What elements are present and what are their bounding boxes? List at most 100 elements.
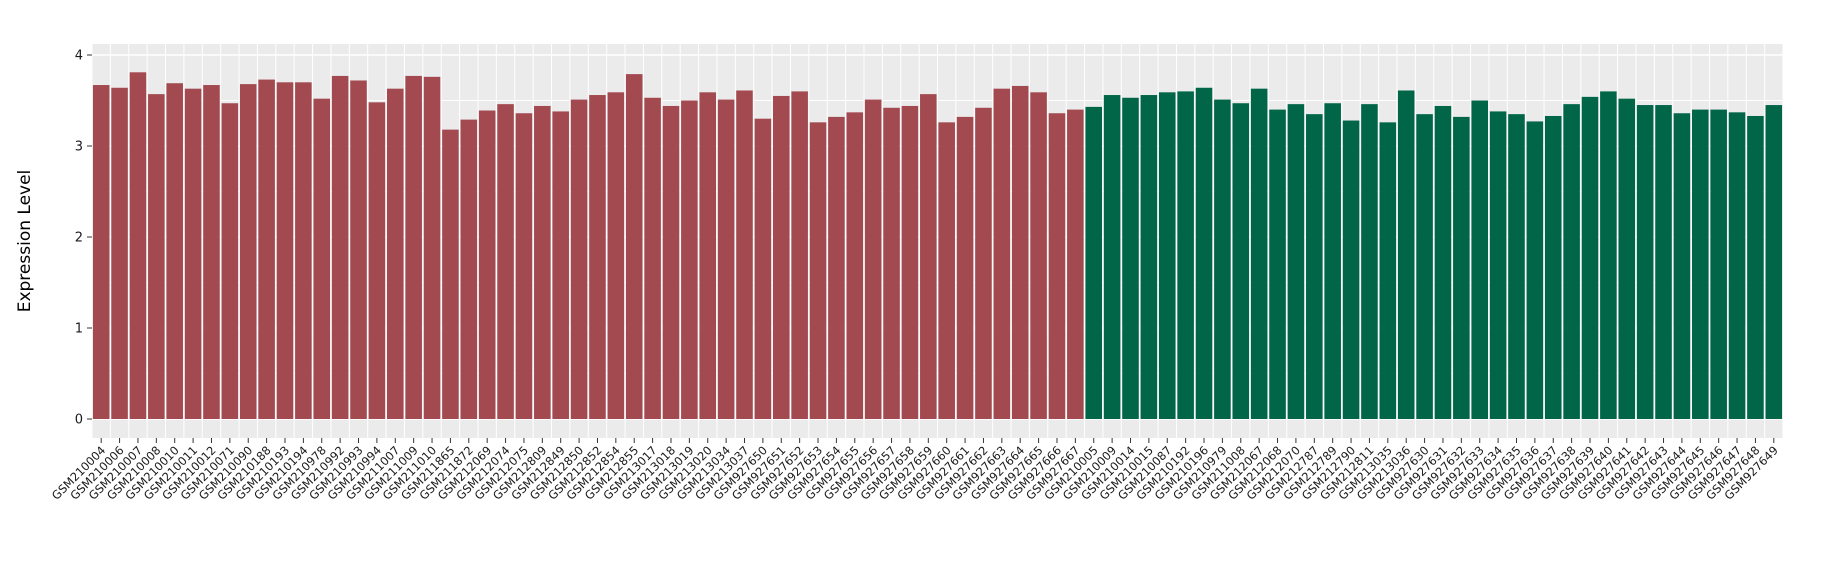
bar: [442, 129, 459, 419]
bar: [276, 82, 294, 420]
bar: [993, 88, 1011, 420]
bar: [607, 92, 625, 419]
bar: [589, 95, 606, 419]
bar: [773, 95, 790, 419]
bar: [1067, 109, 1084, 419]
bar: [1434, 105, 1452, 420]
bar: [1692, 109, 1709, 419]
bar: [828, 116, 845, 419]
bar: [1195, 87, 1213, 419]
bar: [1232, 103, 1250, 419]
bar: [1048, 113, 1066, 420]
bar: [552, 111, 569, 420]
bar: [258, 79, 275, 419]
bar: [864, 99, 882, 419]
bar: [405, 75, 422, 420]
bar: [901, 105, 919, 420]
bar: [148, 94, 165, 419]
bar: [1600, 91, 1617, 420]
bar: [1011, 85, 1029, 419]
bar: [1710, 109, 1727, 419]
bar: [129, 72, 147, 419]
bar: [1306, 114, 1323, 420]
bar: [681, 100, 698, 419]
bar: [736, 90, 753, 420]
bar: [1563, 104, 1580, 419]
bar: [295, 82, 312, 420]
bar: [1214, 99, 1231, 419]
bar: [166, 83, 183, 420]
bar: [662, 105, 680, 420]
bar: [111, 87, 128, 419]
bar: [1526, 121, 1544, 420]
bar: [1453, 116, 1470, 419]
bar: [1508, 114, 1525, 420]
bar: [423, 76, 441, 419]
bar: [1324, 103, 1341, 419]
bar: [184, 88, 202, 420]
bar: [92, 85, 110, 419]
bar: [1397, 90, 1415, 420]
bar: [239, 84, 257, 420]
bar: [515, 113, 533, 420]
bar: [956, 116, 974, 419]
bar: [570, 99, 588, 419]
bar: [1747, 115, 1764, 419]
bar: [1416, 114, 1433, 420]
bar: [1765, 105, 1783, 420]
bar: [644, 97, 661, 420]
bar: [754, 118, 772, 419]
bar: [625, 74, 643, 420]
bar: [368, 102, 386, 419]
bar: [1342, 120, 1360, 420]
bar: [920, 94, 937, 419]
bar: [1673, 113, 1691, 420]
bar: [1618, 98, 1636, 420]
bar: [938, 122, 955, 419]
bar: [717, 99, 735, 419]
bar: [1636, 105, 1654, 420]
bar: [1140, 95, 1158, 419]
bar: [1471, 100, 1488, 419]
bar: [975, 107, 992, 419]
bar: [1728, 112, 1746, 419]
bar: [1361, 104, 1378, 419]
bar: [460, 119, 478, 420]
bar: [1122, 97, 1139, 420]
bar: [1269, 109, 1286, 419]
bar: [1544, 115, 1562, 419]
bar: [534, 105, 551, 420]
bar: [1655, 105, 1672, 420]
y-tick-label: 0: [75, 413, 83, 428]
bar: [331, 75, 349, 420]
bar: [846, 112, 864, 419]
bar: [1158, 92, 1176, 419]
bar: [809, 122, 827, 419]
bar: [1379, 122, 1397, 419]
y-tick-label: 3: [75, 140, 83, 155]
bar: [350, 80, 367, 419]
bar: [1177, 91, 1194, 420]
bar: [478, 110, 496, 419]
bar: [1250, 88, 1268, 420]
y-tick-label: 2: [75, 231, 83, 246]
bar: [699, 92, 717, 419]
y-tick-label: 4: [75, 49, 83, 64]
y-axis-title: Expression Level: [15, 170, 35, 313]
bar: [313, 98, 331, 420]
bar: [1085, 106, 1102, 420]
bar: [1103, 95, 1121, 419]
bar: [1030, 92, 1047, 419]
bar: [1489, 111, 1507, 420]
bar: [1581, 96, 1599, 420]
bar: [883, 107, 900, 419]
bar: [1287, 104, 1305, 419]
bar: [791, 91, 808, 420]
y-tick-label: 1: [75, 322, 83, 337]
bar: [203, 85, 220, 419]
bar: [387, 88, 404, 420]
bar: [221, 103, 239, 419]
bar: [497, 104, 514, 419]
